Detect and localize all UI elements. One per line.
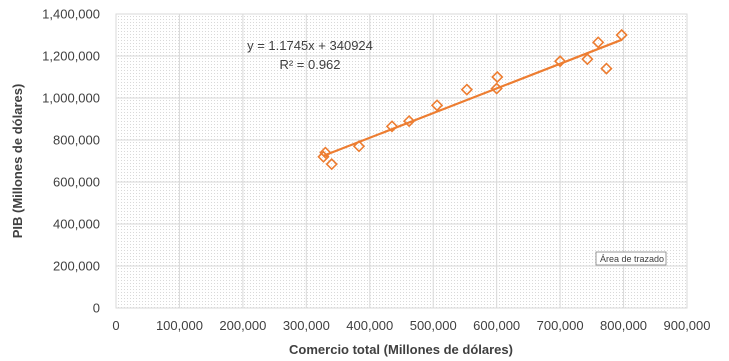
x-tick-label: 200,000 [219,318,266,333]
y-tick-label: 400,000 [53,217,100,232]
y-tick-label: 200,000 [53,259,100,274]
y-tick-label: 0 [93,301,100,316]
x-tick-label: 0 [112,318,119,333]
data-point[interactable] [352,140,366,153]
data-point[interactable] [325,158,338,171]
data-point[interactable] [402,114,416,128]
data-point[interactable] [615,28,628,42]
y-tick-label: 1,200,000 [42,49,100,64]
data-point[interactable] [490,82,503,95]
tick-labels: 0 100,000 200,000 300,000 400,000 500,000 600,… [42,7,710,334]
data-points [317,28,628,171]
data-point[interactable] [600,62,613,75]
data-point[interactable] [385,120,399,133]
x-axis-title: Comercio total (Millones de dólares) [289,342,513,357]
data-point[interactable] [430,99,444,112]
y-tick-label: 600,000 [53,175,100,190]
data-point[interactable] [319,146,332,159]
trendline-equation[interactable]: y = 1.1745x + 340924 [247,38,373,53]
data-point[interactable] [460,83,473,96]
data-point[interactable] [491,70,504,84]
plot-area[interactable] [115,13,688,309]
y-tick-label: 1,400,000 [42,7,100,22]
plot-area-tooltip: Área de trazado [595,251,667,266]
y-axis-title: PIB (Millones de dólares) [10,84,25,239]
x-tick-label: 900,000 [664,318,711,333]
r-squared-label[interactable]: R² = 0.962 [279,57,340,72]
y-tick-label: 1,000,000 [42,91,100,106]
trendline[interactable] [323,38,623,157]
x-tick-label: 100,000 [156,318,203,333]
x-tick-label: 500,000 [410,318,457,333]
x-tick-label: 600,000 [473,318,520,333]
data-point[interactable] [592,36,605,49]
x-tick-label: 800,000 [600,318,647,333]
x-tick-label: 400,000 [346,318,393,333]
data-point[interactable] [581,53,594,66]
x-tick-label: 300,000 [283,318,330,333]
svg-text:Área de trazado: Área de trazado [600,254,664,264]
x-tick-label: 700,000 [537,318,584,333]
data-point[interactable] [553,55,567,68]
gridlines [116,14,687,308]
y-tick-label: 800,000 [53,133,100,148]
